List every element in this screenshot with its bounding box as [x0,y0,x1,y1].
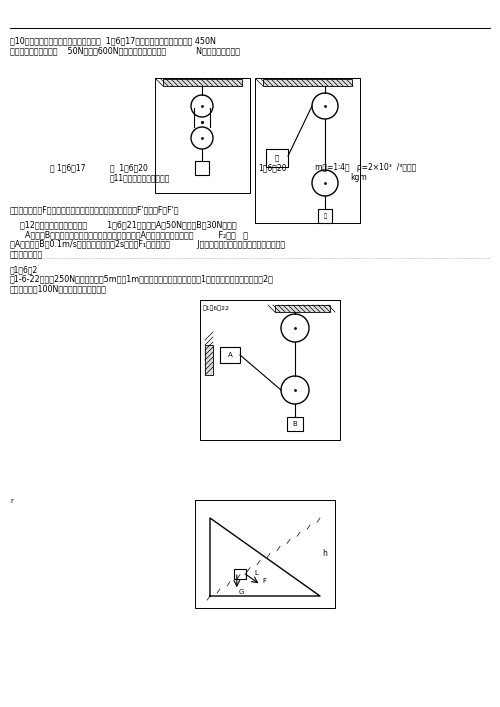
Text: A在物体B的作用下向右做匀速直线运动。如果在物体A上加一个水平向左的力          F₂拉动   物: A在物体B的作用下向右做匀速直线运动。如果在物体A上加一个水平向左的力 F₂拉动… [10,230,248,239]
Bar [287,417,303,431]
Text: L: L [255,570,258,575]
Text: 图1－6－2: 图1－6－2 [10,265,38,274]
Text: 甲: 甲 [275,155,279,161]
Text: B: B [292,421,298,427]
Bar [220,347,240,363]
Text: 的物体，若每个滑轮重    50N，人重600N，则人对地面的压力是            N。（不计摩擦力）: 的物体，若每个滑轮重 50N，人重600N，则人对地面的压力是 N。（不计摩擦力… [10,46,240,55]
Bar [263,79,352,86]
Bar [195,500,335,608]
Text: F: F [262,578,266,584]
Text: 体A，使物体B以0.1m/s的速度匀速上落，2s内拉力F₁所做的功是           J。（滑轮和绳子的重以及绳子与滑轮之间: 体A，使物体B以0.1m/s的速度匀速上落，2s内拉力F₁所做的功是 J。（滑轮… [10,240,285,249]
Bar [234,569,246,579]
Bar [155,78,250,193]
Text: 1－6－20: 1－6－20 [258,163,286,172]
Text: kgm: kgm [350,173,367,182]
Text: 图1-6-22，把重250N的物体沿着长5m，高1m的斜面匀速拉到斜面顶端。（1）若不计摩擦，求拉力；（2）: 图1-6-22，把重250N的物体沿着长5m，高1m的斜面匀速拉到斜面顶端。（1… [10,274,274,283]
Text: G: G [239,589,244,595]
Bar [200,300,340,440]
Bar [195,161,209,175]
Text: 例11（北京市模拟题）如图: 例11（北京市模拟题）如图 [110,173,170,182]
Text: 对乙的支持力为F，若将甲淹没于水中，地面对乙的支持力为F'，求：F：F'。: 对乙的支持力为F，若将甲淹没于水中，地面对乙的支持力为F'，求：F：F'。 [10,205,179,214]
Text: 图1－6－22: 图1－6－22 [203,305,230,310]
Text: 例12（福州市中考试题）如图        1－6－21中，物体A重50N，物体B重30N，物体: 例12（福州市中考试题）如图 1－6－21中，物体A重50N，物体B重30N，物… [10,220,236,229]
Bar [266,149,288,167]
Text: m乙=1∶4，   ρ=2×10³  /³，地面: m乙=1∶4， ρ=2×10³ /³，地面 [315,163,416,172]
Text: 若所用拉力为100N，求斜面的机械效率。: 若所用拉力为100N，求斜面的机械效率。 [10,284,107,293]
Text: A: A [228,352,232,358]
Text: r: r [10,498,13,504]
Text: 的摩擦均不计）: 的摩擦均不计） [10,250,43,259]
Bar [205,345,213,375]
Bar [275,305,330,312]
Bar [255,78,360,223]
Bar [163,79,242,86]
Text: 图  1－6－20: 图 1－6－20 [110,163,148,172]
Text: 图 1－6－17: 图 1－6－17 [50,163,86,172]
Text: 例10（哈尔滨市中考试题）一人利用如图  1－6－17所示的滑轮组匀速提升重力 450N: 例10（哈尔滨市中考试题）一人利用如图 1－6－17所示的滑轮组匀速提升重力 4… [10,36,216,45]
Text: h: h [322,549,328,559]
Text: 乙: 乙 [324,214,326,218]
Bar [318,209,332,223]
